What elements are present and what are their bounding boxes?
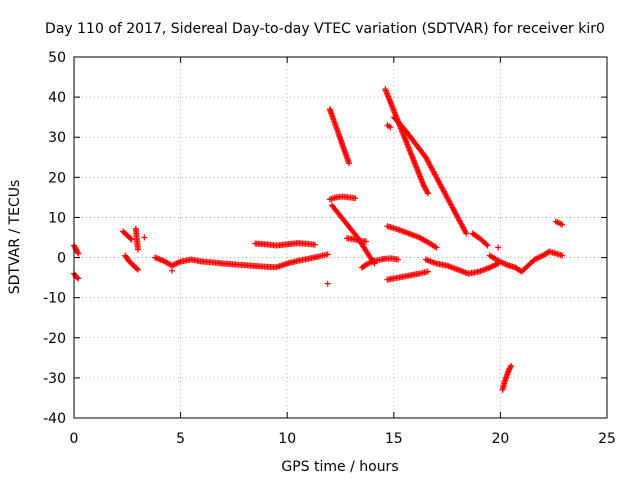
data-series-segment [469,230,491,249]
x-tick-label: 15 [385,431,403,447]
data-point [424,190,431,197]
data-point [74,274,81,281]
x-tick-label: 5 [176,431,185,447]
data-point [363,238,370,245]
data-series-segment [422,256,502,277]
data-series-segment [71,242,82,257]
data-point [346,160,353,167]
data-point [134,266,141,273]
y-tick-label: 10 [48,210,66,226]
chart-title: Day 110 of 2017, Sidereal Day-to-day VTE… [45,21,605,37]
y-tick-label: 0 [57,251,66,267]
data-point [169,267,176,274]
y-tick-label: -40 [43,411,66,427]
data-point [324,280,331,287]
data-point [559,221,566,228]
data-point [127,235,134,242]
data-point [74,249,81,256]
data-series-segment [141,234,148,241]
data-point [133,265,140,272]
plot-frame [73,56,608,419]
y-tick-label: -30 [43,371,66,387]
data-series-segment [71,270,82,282]
data-series-segment [486,248,566,275]
y-axis-label: SDTVAR / TECUs [7,180,23,295]
data-points [71,86,566,393]
data-series-segment [384,223,440,251]
data-point [75,250,82,257]
data-series-segment [495,244,502,251]
data-point [324,251,331,258]
data-point [484,242,491,249]
data-point [141,234,148,241]
data-point [432,243,439,250]
data-series-segment [326,106,353,167]
data-point [433,244,440,251]
data-point [463,230,470,237]
x-tick-label: 25 [598,431,616,447]
data-point [508,362,515,369]
data-series-segment [499,362,515,393]
y-tick-label: 30 [48,130,66,146]
data-point [424,189,431,196]
axis-ticks: 0 5 10 15 20 25 -40 -30 -20 -10 0 10 20 30 40 50 [43,50,616,447]
data-point [559,252,566,259]
data-point [311,241,318,248]
y-tick-label: 50 [48,50,66,66]
data-series-segment [552,218,566,228]
x-tick-label: 0 [70,431,79,447]
data-series-segment [382,86,431,197]
data-series-segment [120,228,135,243]
x-tick-label: 10 [278,431,296,447]
data-point [134,246,141,253]
data-point [507,364,514,371]
data-series-segment [152,251,331,271]
data-point [395,256,402,263]
data-series-segment [384,268,431,283]
x-tick-label: 20 [491,431,509,447]
data-point [483,241,490,248]
data-series-segment [343,235,370,245]
grid [74,57,607,418]
data-point [128,236,135,243]
data-series-segment [252,240,318,249]
x-axis-label: GPS time / hours [281,459,398,475]
data-point [387,124,394,131]
data-series-segment [328,202,378,267]
data-series-segment [324,280,331,287]
y-tick-label: 20 [48,170,66,186]
y-tick-label: -10 [43,291,66,307]
data-series-segment [358,255,402,271]
y-tick-label: -20 [43,331,66,347]
data-point [75,275,82,282]
y-tick-label: 40 [48,90,66,106]
data-series-segment [384,122,394,131]
data-point [495,244,502,251]
data-series-segment [390,114,470,237]
data-point [352,195,359,202]
data-point [424,268,431,275]
data-series-segment [132,225,141,253]
data-series-segment [169,267,176,274]
data-series-segment [122,252,141,273]
data-series-segment [326,193,359,203]
